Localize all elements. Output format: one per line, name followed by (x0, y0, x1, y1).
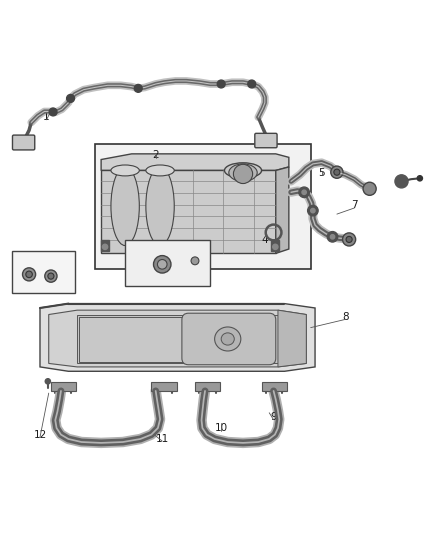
Polygon shape (101, 154, 289, 171)
Text: 7: 7 (351, 200, 358, 211)
Text: 11: 11 (155, 434, 169, 444)
Ellipse shape (45, 270, 57, 282)
Polygon shape (276, 167, 289, 253)
Circle shape (327, 231, 338, 242)
Text: 13: 13 (22, 260, 36, 269)
Ellipse shape (215, 327, 241, 351)
Bar (262, 382, 287, 391)
FancyBboxPatch shape (255, 133, 277, 148)
Text: 6: 6 (397, 179, 403, 189)
Polygon shape (101, 171, 276, 253)
Circle shape (307, 205, 318, 216)
Bar (101, 240, 109, 251)
Ellipse shape (343, 233, 356, 246)
Circle shape (248, 80, 256, 88)
Circle shape (67, 94, 74, 102)
Ellipse shape (331, 166, 343, 179)
Bar (151, 382, 177, 391)
Circle shape (217, 80, 225, 88)
Ellipse shape (224, 163, 261, 178)
Circle shape (330, 235, 335, 239)
Ellipse shape (363, 182, 376, 195)
Circle shape (134, 84, 142, 92)
Polygon shape (278, 310, 306, 367)
Text: 12: 12 (33, 430, 46, 440)
Bar (272, 240, 279, 251)
Bar (125, 240, 210, 286)
Polygon shape (79, 317, 184, 362)
Ellipse shape (157, 260, 167, 269)
Text: 4: 4 (261, 235, 268, 245)
Bar (12, 251, 75, 293)
FancyBboxPatch shape (12, 135, 35, 150)
Ellipse shape (146, 167, 174, 246)
Polygon shape (49, 310, 306, 367)
Text: 2: 2 (152, 150, 159, 160)
Circle shape (102, 244, 108, 249)
Circle shape (49, 108, 57, 116)
Circle shape (233, 164, 253, 183)
Ellipse shape (153, 256, 171, 273)
Ellipse shape (221, 333, 234, 345)
Circle shape (45, 379, 50, 384)
Ellipse shape (48, 273, 54, 279)
Text: 15: 15 (57, 276, 71, 286)
Text: 14: 14 (11, 271, 25, 281)
Circle shape (273, 244, 278, 249)
Ellipse shape (346, 236, 352, 243)
Ellipse shape (191, 257, 199, 265)
Polygon shape (40, 304, 315, 372)
FancyBboxPatch shape (182, 313, 276, 365)
Bar (95, 144, 311, 269)
Ellipse shape (111, 165, 139, 176)
Circle shape (302, 190, 306, 195)
Circle shape (417, 176, 423, 181)
Polygon shape (77, 314, 278, 364)
Text: 1: 1 (43, 112, 50, 122)
Ellipse shape (146, 165, 174, 176)
Text: 3: 3 (198, 272, 205, 282)
Ellipse shape (334, 169, 340, 175)
Bar (195, 382, 220, 391)
Ellipse shape (111, 167, 139, 246)
Ellipse shape (22, 268, 35, 281)
Text: 5: 5 (318, 168, 325, 177)
Ellipse shape (229, 164, 257, 181)
Ellipse shape (26, 271, 32, 278)
Bar (51, 382, 76, 391)
Circle shape (311, 208, 315, 213)
Circle shape (395, 175, 408, 188)
Text: 8: 8 (343, 312, 349, 322)
Text: 9: 9 (270, 412, 277, 422)
Circle shape (299, 187, 309, 198)
Text: 10: 10 (215, 423, 228, 433)
